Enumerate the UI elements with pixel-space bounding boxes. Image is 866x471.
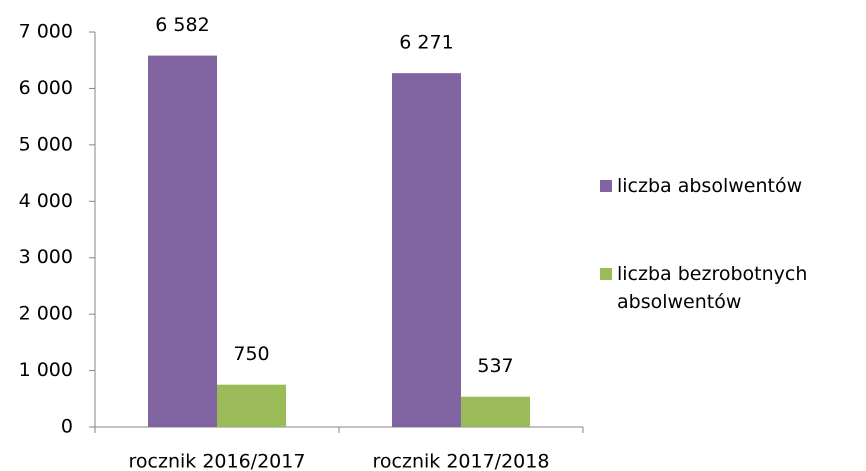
data-label: 6 271 (399, 32, 453, 54)
y-tick-label: 2 000 (19, 303, 73, 325)
y-tick-label: 0 (61, 416, 73, 438)
legend-swatch (600, 180, 612, 192)
data-label: 750 (233, 343, 269, 365)
data-label: 6 582 (155, 14, 209, 36)
x-tick-label: rocznik 2017/2018 (373, 451, 550, 471)
data-label: 537 (477, 355, 513, 377)
y-tick-label: 4 000 (19, 190, 73, 212)
legend-label: liczba absolwentów (617, 175, 803, 197)
bar (392, 73, 461, 428)
legend-item: liczba bezrobotnych absolwentów (600, 260, 860, 316)
y-tick-label: 5 000 (19, 133, 73, 155)
bar (217, 384, 286, 427)
y-tick-label: 1 000 (19, 359, 73, 381)
legend-item: liczba absolwentów (600, 172, 860, 200)
bar (461, 396, 530, 427)
y-tick-label: 7 000 (19, 21, 73, 43)
bar (148, 55, 217, 427)
legend-swatch (600, 268, 612, 280)
y-tick-label: 6 000 (19, 77, 73, 99)
y-tick-label: 3 000 (19, 246, 73, 268)
x-tick-label: rocznik 2016/2017 (129, 451, 306, 471)
legend-label: liczba bezrobotnych absolwentów (617, 263, 808, 313)
